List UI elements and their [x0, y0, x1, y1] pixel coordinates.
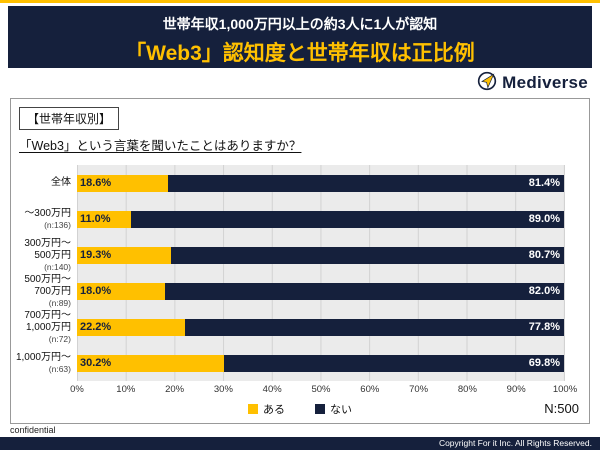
top-accent-line [0, 0, 600, 3]
plot-column: 18.6% 81.4% 11.0% 89.0% 19.3% 80.7% 18.0% 82.0%… [70, 165, 577, 396]
chart-panel: 【世帯年収別】 「Web3」という言葉を聞いたことはありますか？ 全体 ～300万… [10, 98, 590, 424]
category-labels: 全体 ～300万円 (n:136) 300万円～ 500万円 (n:140) 500万円～ 7… [15, 165, 77, 396]
bar-segment-unaware: 80.7% [170, 246, 564, 264]
bottom-bar: Copyright For it Inc. All Rights Reserve… [0, 437, 600, 450]
bar-segment-aware: 11.0% [77, 210, 131, 228]
axis-tick-label: 20% [165, 384, 185, 395]
value-label: 18.0% [80, 285, 112, 297]
bar-row: 22.2% 77.8% [77, 309, 564, 345]
compass-logo-icon [477, 71, 497, 96]
axis-tick-label: 0% [70, 384, 84, 395]
axis-tick-label: 40% [262, 384, 282, 395]
bar-row: 19.3% 80.7% [77, 237, 564, 273]
value-label: 81.4% [528, 177, 560, 189]
legend: ある ない [19, 399, 581, 419]
category-label: ～300万円 (n:136) [24, 207, 71, 230]
confidential-label: confidential [10, 425, 56, 435]
category-label: 300万円～ 500万円 (n:140) [24, 237, 71, 272]
axis-tick-label: 60% [360, 384, 380, 395]
header-title: 「Web3」認知度と世帯年収は正比例 [125, 42, 475, 65]
axis-tick-label: 70% [409, 384, 429, 395]
bar-row: 18.0% 82.0% [77, 273, 564, 309]
axis-tick-label: 10% [116, 384, 136, 395]
bar-row: 11.0% 89.0% [77, 201, 564, 237]
bar-segment-unaware: 69.8% [224, 354, 564, 372]
bar-segment-aware: 18.6% [77, 174, 168, 192]
value-label: 22.2% [80, 321, 112, 333]
bar-segment-aware: 30.2% [77, 354, 225, 372]
bar-row: 18.6% 81.4% [77, 165, 564, 201]
category-label: 500万円～ 700万円 (n:89) [24, 273, 71, 308]
category-label: 全体 [51, 177, 71, 188]
bar-segment-aware: 19.3% [77, 246, 171, 264]
value-label: 11.0% [80, 213, 111, 225]
bar-row: 30.2% 69.8% [77, 345, 564, 381]
legend-row: ある ない N:500 [19, 399, 581, 419]
legend-item: ある [248, 401, 285, 417]
axis-tick-label: 50% [311, 384, 331, 395]
axis-tick-label: 80% [457, 384, 477, 395]
bar-segment-unaware: 89.0% [130, 210, 564, 228]
header-subtitle: 世帯年収1,000万円以上の約3人に1人が認知 [162, 16, 438, 32]
n-total: N:500 [544, 401, 579, 416]
logo: Mediverse [477, 71, 588, 95]
value-label: 30.2% [80, 357, 112, 369]
chart-grid: 全体 ～300万円 (n:136) 300万円～ 500万円 (n:140) 500万円～ 7… [15, 165, 577, 396]
plot-area: 18.6% 81.4% 11.0% 89.0% 19.3% 80.7% 18.0% 82.0%… [77, 165, 565, 381]
value-label: 82.0% [528, 285, 560, 297]
bar-segment-unaware: 77.8% [185, 318, 564, 336]
legend-item: ない [315, 401, 352, 417]
x-axis: 0% 10% 20% 30% 40% 50% 60% 70% 80% 90% 100% [70, 381, 577, 396]
axis-tick-label: 90% [506, 384, 526, 395]
category-label: 1,000万円～ (n:63) [15, 351, 71, 374]
legend-swatch [248, 404, 258, 414]
bar-segment-aware: 22.2% [77, 318, 186, 336]
bar-segment-unaware: 82.0% [164, 282, 564, 300]
bar-segment-aware: 18.0% [77, 282, 165, 300]
axis-tick-label: 100% [552, 384, 578, 395]
category-label: 700万円～ 1,000万円 (n:72) [24, 309, 71, 344]
value-label: 18.6% [80, 177, 112, 189]
value-label: 69.8% [528, 357, 560, 369]
legend-label: ない [330, 404, 352, 416]
chart-question: 「Web3」という言葉を聞いたことはありますか？ [19, 139, 302, 153]
axis-tick-label: 30% [213, 384, 233, 395]
value-label: 89.0% [528, 213, 560, 225]
legend-label: ある [263, 404, 285, 416]
value-label: 77.8% [528, 321, 560, 333]
legend-swatch [315, 404, 325, 414]
section-label: 【世帯年収別】 [19, 107, 120, 130]
bar-segment-unaware: 81.4% [167, 174, 564, 192]
value-label: 19.3% [80, 249, 112, 261]
logo-text: Mediverse [502, 73, 588, 92]
header-banner: 世帯年収1,000万円以上の約3人に1人が認知 「Web3」認知度と世帯年収は正… [8, 6, 592, 68]
copyright-text: Copyright For it Inc. All Rights Reserve… [438, 438, 592, 448]
value-label: 80.7% [528, 249, 560, 261]
